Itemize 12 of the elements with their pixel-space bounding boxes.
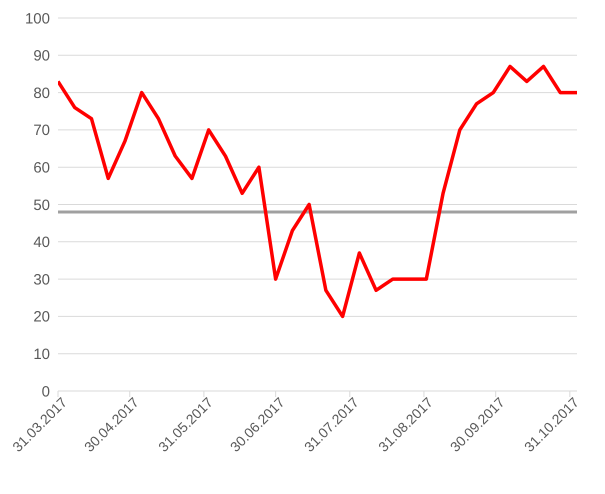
y-tick-label: 80	[33, 84, 50, 102]
line-series	[58, 64, 577, 318]
y-tick-label: 90	[33, 48, 50, 65]
y-tick-label: 50	[33, 196, 50, 214]
y-tick-label: 100	[24, 10, 50, 28]
y-tick-label: 60	[33, 160, 50, 177]
y-tick-label: 10	[33, 346, 50, 364]
y-tick-label: 70	[33, 122, 50, 140]
y-tick-label: 20	[33, 308, 50, 326]
y-tick-label: 40	[33, 234, 50, 252]
y-tick-label: 30	[33, 271, 50, 288]
y-tick-label: 0	[42, 383, 50, 400]
